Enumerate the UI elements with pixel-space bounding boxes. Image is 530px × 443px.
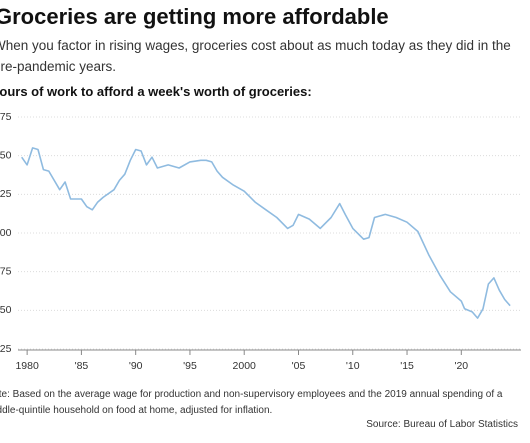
y-tick-label: 2.75	[0, 265, 12, 277]
y-tick-label: 2.25	[0, 343, 12, 355]
x-tick-label: 1980	[15, 360, 39, 372]
x-tick-label: '85	[75, 360, 89, 372]
x-tick-label: '90	[129, 360, 143, 372]
x-tick-label: '05	[292, 360, 306, 372]
x-tick-label: '15	[400, 360, 414, 372]
source: Source: Bureau of Labor Statistics	[366, 419, 518, 430]
y-tick-label: 3.25	[0, 188, 12, 200]
chart-subtitle: When you factor in rising wages, groceri…	[0, 38, 511, 74]
y-tick-label: 3.75	[0, 111, 12, 123]
x-tick-label: '95	[183, 360, 197, 372]
y-axis-label: Hours of work to afford a week's worth o…	[0, 84, 312, 99]
chart-title: Groceries are getting more affordable	[0, 4, 389, 29]
x-tick-label: '20	[454, 360, 468, 372]
note: Note: Based on the average wage for prod…	[0, 389, 503, 416]
x-tick-label: '10	[346, 360, 360, 372]
data-line	[21, 147, 511, 319]
y-tick-label: 2.50	[0, 304, 12, 316]
y-tick-label: 3.50	[0, 149, 12, 161]
x-tick-label: 2000	[233, 360, 257, 372]
y-tick-label: 3.00	[0, 227, 12, 239]
